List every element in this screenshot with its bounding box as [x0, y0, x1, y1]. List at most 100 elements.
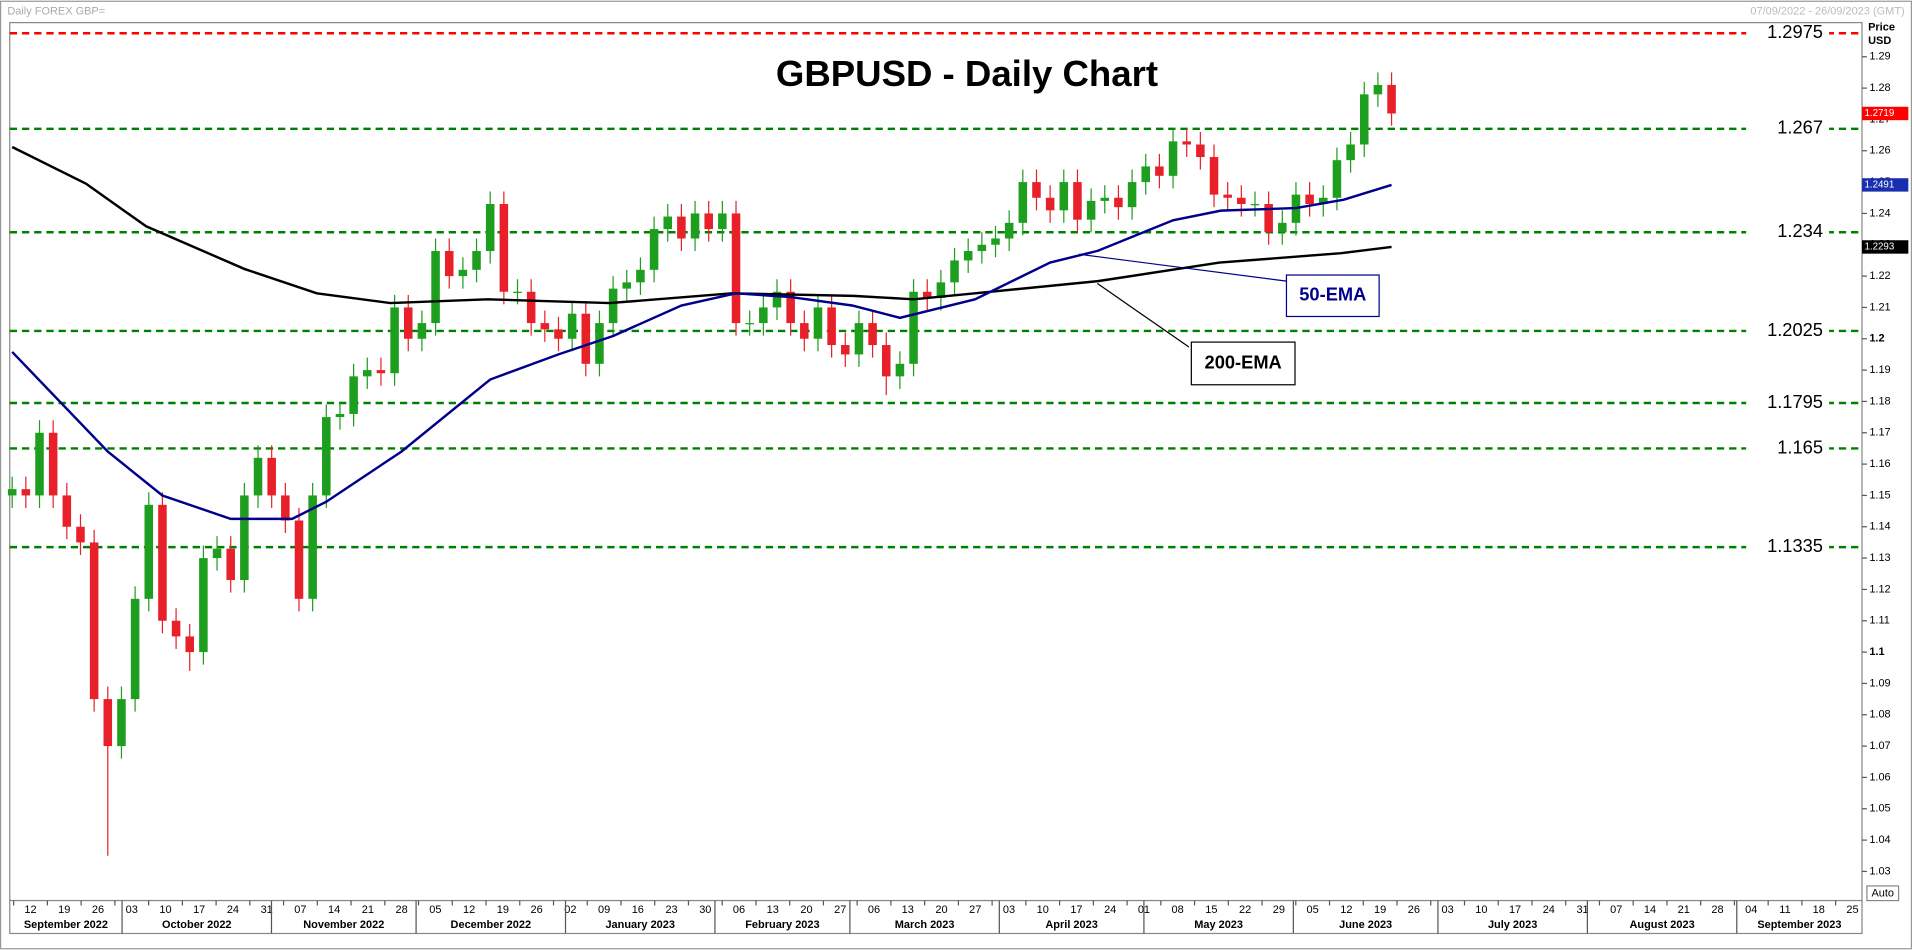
level-label-bg [1746, 393, 1830, 413]
candle-body [130, 598, 140, 700]
candle-body [1346, 144, 1355, 161]
candle-body [1373, 84, 1383, 95]
x-tick-label: 06 [868, 904, 880, 916]
x-tick-label: 27 [969, 904, 981, 916]
candle-body [48, 432, 58, 496]
candle-body [158, 504, 167, 621]
auto-button[interactable] [1866, 885, 1900, 902]
candle-body [909, 291, 918, 364]
ema-line [11, 183, 1392, 521]
annotation-box [1190, 341, 1296, 386]
candle-body [991, 238, 1000, 245]
y-tick-label: 1.26 [1869, 145, 1890, 157]
candle-body [1237, 197, 1246, 205]
x-tick-label: 28 [1711, 904, 1723, 916]
ema-line [11, 145, 1392, 305]
candle-body [1073, 182, 1082, 220]
x-tick-label: 24 [1104, 904, 1116, 916]
annotation-label: 200-EMA [1205, 351, 1282, 372]
candle-body [881, 345, 891, 377]
level-label: 1.165 [1777, 436, 1823, 457]
level-label: 1.1795 [1767, 391, 1823, 412]
candle-body [349, 376, 358, 414]
y-tick-label: 1.06 [1869, 771, 1890, 783]
plot-area [9, 21, 1863, 902]
y-tick-label: 1.07 [1869, 740, 1890, 752]
candle-body [1223, 194, 1232, 198]
y-tick-label: 1.08 [1869, 709, 1890, 721]
candle-body [390, 307, 399, 374]
candle-body [963, 251, 973, 261]
candle-body [267, 457, 276, 496]
price-tag [1862, 240, 1909, 254]
month-label: April 2023 [1045, 919, 1097, 931]
candle-body [526, 291, 536, 324]
candle-body [841, 345, 850, 355]
candle-body [595, 323, 604, 364]
y-tick-label: 1.03 [1869, 865, 1890, 877]
source-label: Daily FOREX GBP= [7, 6, 105, 18]
x-tick-label: 25 [1846, 904, 1858, 916]
x-axis-band [9, 899, 1863, 935]
y-tick-label: 1.04 [1869, 834, 1890, 846]
auto-button-label[interactable]: Auto [1871, 888, 1894, 900]
candle-body [240, 495, 249, 581]
x-tick-label: 17 [1509, 904, 1521, 916]
x-tick-label: 09 [598, 904, 610, 916]
x-tick-label: 21 [1678, 904, 1690, 916]
candle-body [144, 504, 154, 599]
candle-body [1168, 141, 1178, 176]
x-tick-label: 19 [497, 904, 509, 916]
x-tick-label: 07 [1610, 904, 1622, 916]
candle-body [1278, 222, 1287, 233]
x-tick-label: 31 [1576, 904, 1588, 916]
candle-body [977, 244, 987, 252]
y-tick-label: 1.28 [1869, 82, 1890, 94]
candle-body [1182, 141, 1191, 145]
candle-body [731, 213, 741, 324]
x-tick-label: 22 [1239, 904, 1251, 916]
level-label-bg [1746, 438, 1830, 459]
candle-body [813, 307, 823, 339]
x-tick-label: 16 [632, 904, 644, 916]
candle-body [444, 251, 454, 277]
candle-body [622, 282, 632, 289]
candle-body [786, 291, 795, 324]
annotation-pointer [1079, 253, 1287, 282]
candle-body [540, 323, 550, 330]
candle-body [745, 323, 754, 325]
y-axis-label: Price [1868, 21, 1895, 33]
x-tick-label: 13 [767, 904, 779, 916]
x-tick-label: 06 [733, 904, 745, 916]
y-tick-label: 1.2 [1869, 333, 1884, 345]
candle-body [554, 329, 563, 339]
candle-body [1141, 166, 1151, 183]
candle-body [868, 323, 877, 346]
candle-body [199, 558, 208, 653]
level-label-bg [1746, 222, 1830, 242]
y-tick-label: 1.29 [1869, 51, 1890, 63]
candle-body [950, 260, 959, 283]
x-tick-label: 31 [261, 904, 273, 916]
y-tick-label: 1.15 [1869, 489, 1890, 501]
y-tick-label: 1.1 [1869, 646, 1884, 658]
candle-body [226, 548, 235, 581]
candle-body [827, 307, 836, 346]
candle-body [89, 542, 99, 700]
candle-body [513, 291, 522, 293]
candle-body [376, 370, 386, 374]
y-tick-label: 1.18 [1869, 395, 1890, 407]
candle-body [212, 548, 222, 559]
x-tick-label: 10 [159, 904, 171, 916]
candle-body [690, 213, 700, 239]
candle-body [472, 251, 481, 270]
month-label: December 2022 [451, 919, 532, 931]
candle-body [76, 526, 85, 543]
price-tag [1862, 106, 1909, 121]
date-range: 07/09/2022 - 26/09/2023 (GMT) [1750, 6, 1904, 18]
candle-body [117, 699, 126, 747]
candle-body [1004, 222, 1014, 239]
price-tag-label: 1.2719 [1864, 108, 1894, 119]
x-tick-label: 17 [193, 904, 205, 916]
y-tick-label: 1.09 [1869, 677, 1890, 689]
